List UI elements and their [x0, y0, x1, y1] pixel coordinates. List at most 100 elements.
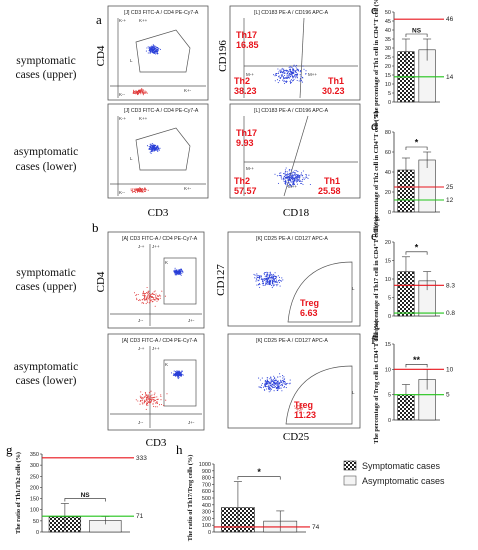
- flow-dot: [281, 72, 283, 74]
- flow-dot: [268, 384, 270, 386]
- flow-dot: [282, 377, 284, 379]
- flow-dot: [289, 180, 291, 182]
- legend-swatch-asymptomatic: [343, 475, 357, 486]
- flow-dot: [139, 298, 141, 301]
- flow-b-plot3-title: [A] CD3 FITC-A / CD4 PE-Cy7-A: [122, 338, 198, 344]
- flow-dot: [142, 294, 144, 296]
- flow-dot: [147, 294, 149, 296]
- flow-dot: [141, 190, 143, 192]
- flow-dot: [154, 298, 156, 301]
- flow-dot: [138, 188, 140, 190]
- flow-dot: [145, 394, 147, 397]
- flow-a-plot4-title: [L] CD183 PE-A / CD196 APC-A: [254, 108, 329, 114]
- flow-dot: [140, 89, 142, 91]
- flow-dot: [149, 300, 151, 302]
- flow-dot: [155, 46, 157, 48]
- flow-dot: [290, 79, 292, 81]
- flow-dot: [153, 291, 155, 293]
- flow-dot: [278, 384, 280, 386]
- flow-dot: [152, 44, 154, 46]
- flow-dot: [267, 272, 269, 274]
- significance-bracket: [64, 498, 106, 502]
- flow-dot: [299, 79, 301, 81]
- flow-dot: [292, 176, 294, 178]
- flow-dot: [175, 373, 177, 375]
- flow-dot: [276, 384, 278, 386]
- flow-dot: [285, 184, 287, 186]
- flow-dot: [269, 389, 271, 391]
- flow-dot: [158, 404, 161, 406]
- flow-dot: [288, 169, 290, 171]
- flow-dot: [285, 77, 287, 79]
- flow-dot: [140, 391, 142, 393]
- flow-dot: [150, 398, 152, 400]
- flow-dot: [146, 296, 148, 298]
- flow-dot: [295, 67, 297, 69]
- flow-dot: [266, 388, 268, 390]
- gate-tag: M++: [288, 184, 297, 189]
- flow-dot: [299, 178, 301, 180]
- flow-dot: [284, 178, 286, 180]
- flow-dot: [289, 183, 291, 185]
- flow-dot: [174, 270, 176, 272]
- flow-dot: [290, 73, 292, 76]
- y-tick-label: 15: [385, 73, 391, 79]
- flow-dot: [157, 398, 159, 400]
- flow-dot: [178, 373, 181, 375]
- flow-dot: [293, 65, 295, 67]
- flow-dot: [262, 278, 265, 280]
- flow-dot: [293, 64, 295, 66]
- flow-dot: [144, 295, 146, 297]
- flow-dot: [165, 399, 167, 401]
- flow-dot: [155, 402, 158, 404]
- flow-dot: [149, 49, 151, 51]
- flow-dot: [283, 178, 285, 180]
- flow-dot: [267, 281, 269, 283]
- y-tick-label: 15: [385, 342, 391, 348]
- flow-dot: [139, 91, 141, 93]
- flow-dot: [132, 188, 134, 190]
- treg-value-upper: 6.63: [300, 308, 318, 318]
- flow-dot: [285, 384, 287, 386]
- flow-dot: [267, 382, 269, 384]
- flow-dot: [153, 293, 155, 296]
- flow-dot: [176, 271, 179, 274]
- flow-dot: [150, 152, 152, 154]
- flow-dot: [135, 93, 137, 95]
- y-tick-label: 5: [388, 393, 391, 399]
- flow-dot: [274, 381, 276, 383]
- flow-dot: [139, 400, 142, 402]
- flow-dot: [286, 177, 288, 180]
- flow-dot: [288, 173, 291, 175]
- flow-dot: [263, 389, 265, 391]
- flow-dot: [142, 94, 144, 96]
- flow-dot: [276, 79, 279, 81]
- flow-dot: [145, 394, 147, 396]
- flow-dot: [264, 383, 266, 386]
- flow-dot: [266, 383, 268, 385]
- flow-dot: [134, 91, 136, 93]
- flow-dot: [158, 48, 160, 50]
- flow-dot: [283, 81, 285, 83]
- flow-dot: [156, 146, 158, 148]
- flow-panel-b: [A] CD3 FITC-A / CD4 PE-Cy7-A [A] CD3 FI…: [95, 231, 361, 449]
- flow-dot: [177, 270, 179, 273]
- flow-dot: [300, 76, 302, 78]
- flow-dot: [282, 177, 285, 179]
- flow-dot: [258, 278, 261, 280]
- significance-label: NS: [412, 28, 422, 35]
- flow-dot: [175, 269, 178, 271]
- flow-dot: [268, 386, 270, 389]
- flow-dot: [285, 383, 288, 385]
- flow-dot: [281, 67, 283, 69]
- flow-dot: [300, 180, 302, 182]
- flow-dot: [287, 70, 289, 72]
- gate-tag: J++: [152, 346, 160, 351]
- flow-dot: [256, 284, 258, 286]
- flow-dot: [278, 382, 280, 384]
- flow-dot: [148, 394, 150, 396]
- flow-dot: [145, 292, 148, 294]
- flow-dot: [289, 382, 291, 384]
- flow-dot: [145, 398, 147, 400]
